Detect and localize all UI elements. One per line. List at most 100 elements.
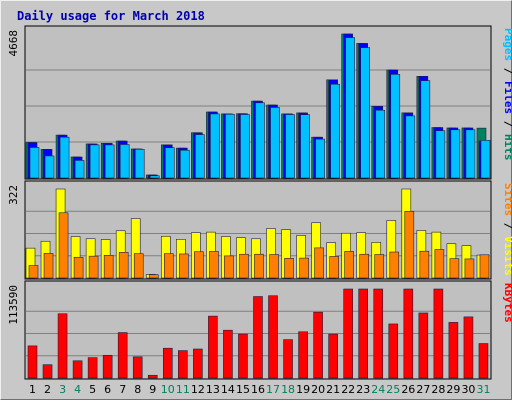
bar-kbytes-18 (283, 339, 293, 379)
legend-entry: Visits (502, 236, 512, 276)
chart-title: Daily usage for March 2018 (17, 9, 205, 23)
bar-sites-21 (329, 256, 339, 279)
x-tick-label: 20 (311, 383, 325, 396)
bar-kbytes-8 (132, 356, 143, 379)
x-tick-label: 4 (74, 383, 81, 396)
bar-sites-17 (269, 254, 279, 279)
bar-kbytes-6 (102, 354, 113, 379)
x-tick-label: 14 (221, 383, 235, 396)
x-tick-label: 23 (356, 383, 370, 396)
x-tick-label: 6 (104, 383, 111, 396)
panel-max-label: 113590 (7, 285, 20, 325)
bar-sites-13 (209, 251, 219, 279)
bar-pages-23 (360, 47, 371, 179)
bar-pages-13 (210, 113, 220, 179)
bar-sites-12 (194, 251, 204, 279)
bar-kbytes-19 (298, 331, 308, 379)
bar-kbytes-14 (223, 329, 233, 379)
bar-kbytes-1 (27, 345, 38, 379)
legend-entry: Files (502, 81, 512, 114)
bar-sites-15 (239, 253, 249, 279)
bar-pages-2 (44, 155, 55, 179)
panel-visits-sites: 322 Sites / Visits (7, 180, 512, 280)
bar-kbytes-20 (313, 311, 323, 379)
panel-max-label: 4668 (7, 30, 20, 57)
bar-pages-1 (29, 147, 40, 179)
bar-pages-28 (435, 130, 446, 179)
bar-sites-11 (179, 253, 189, 279)
bar-kbytes-4 (72, 360, 83, 379)
bar-kbytes-21 (328, 333, 338, 379)
bar-pages-16 (255, 102, 265, 179)
panel-legend: Sites / Visits (502, 183, 512, 276)
bar-pages-9 (149, 175, 160, 179)
legend-entry: Hits (502, 134, 512, 161)
bar-kbytes-11 (178, 350, 188, 379)
legend-entry: Sites (502, 183, 512, 216)
x-tick-label: 18 (281, 383, 295, 396)
bar-kbytes-24 (373, 288, 384, 379)
bar-sites-27 (419, 250, 430, 279)
panel-hits-files-pages: 4668 Pages / Files / Hits (7, 25, 512, 180)
x-tick-label: 2 (44, 383, 51, 396)
x-tick-label: 19 (296, 383, 310, 396)
bar-sites-18 (284, 258, 294, 279)
x-tick-label: 1 (29, 383, 36, 396)
bar-pages-3 (59, 136, 70, 179)
bar-kbytes-16 (253, 296, 263, 379)
bar-kbytes-23 (358, 288, 369, 379)
x-tick-label: 17 (266, 383, 280, 396)
bar-sites-4 (73, 256, 84, 279)
x-tick-label: 8 (134, 383, 141, 396)
bar-sites-8 (133, 253, 144, 279)
bar-kbytes-17 (268, 295, 278, 379)
bar-pages-7 (119, 144, 130, 179)
bar-pages-8 (134, 149, 145, 179)
x-tick-label: 24 (371, 383, 385, 396)
bar-sites-31 (479, 254, 490, 279)
bar-pages-5 (89, 144, 100, 179)
bar-kbytes-10 (162, 347, 173, 379)
panel-kbytes: 113590 KBytes (7, 280, 512, 380)
bar-kbytes-31 (478, 343, 489, 379)
legend-entry: KBytes (502, 283, 512, 323)
bar-sites-10 (163, 253, 174, 279)
bar-pages-10 (164, 147, 175, 179)
panel-max-label: 322 (7, 185, 20, 205)
bar-kbytes-26 (403, 288, 414, 379)
bar-sites-29 (449, 258, 460, 279)
bar-pages-20 (315, 138, 325, 179)
bar-pages-21 (330, 83, 340, 179)
bar-kbytes-5 (87, 357, 98, 379)
x-tick-label: 5 (89, 383, 96, 396)
x-tick-label: 22 (341, 383, 355, 396)
bar-sites-5 (88, 255, 99, 279)
bar-kbytes-29 (448, 322, 459, 379)
bar-pages-19 (300, 114, 310, 179)
bar-sites-23 (359, 253, 370, 279)
panel-legend: KBytes (502, 283, 512, 323)
bar-kbytes-2 (42, 364, 53, 379)
x-tick-label: 13 (206, 383, 220, 396)
x-tick-label: 30 (461, 383, 475, 396)
bar-pages-26 (405, 115, 416, 179)
bar-sites-3 (58, 212, 69, 279)
bar-kbytes-9 (147, 374, 158, 379)
bar-sites-28 (434, 249, 445, 279)
bar-sites-24 (374, 254, 385, 279)
x-tick-label: 25 (386, 383, 400, 396)
bar-kbytes-3 (57, 313, 68, 379)
x-tick-label: 15 (236, 383, 250, 396)
bar-pages-24 (375, 109, 386, 179)
bar-pages-12 (195, 134, 205, 179)
bar-kbytes-13 (208, 315, 218, 379)
bar-pages-31 (480, 140, 491, 179)
bar-pages-27 (420, 80, 431, 179)
bar-kbytes-22 (343, 288, 353, 379)
bar-pages-22 (345, 37, 355, 179)
bar-pages-14 (225, 113, 235, 179)
x-tick-label: 26 (401, 383, 415, 396)
x-tick-label: 27 (416, 383, 430, 396)
